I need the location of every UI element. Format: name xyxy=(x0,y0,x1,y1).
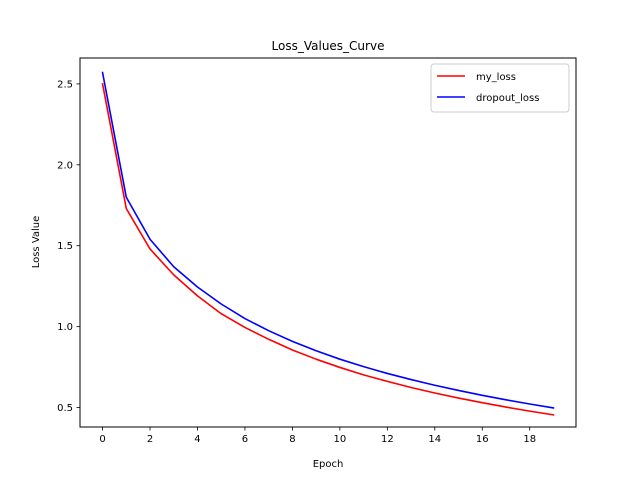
legend-label-my-loss: my_loss xyxy=(476,72,516,83)
x-tick-label: 10 xyxy=(333,434,346,445)
plot-area xyxy=(80,58,576,427)
legend-label-dropout-loss: dropout_loss xyxy=(476,93,539,104)
legend-box xyxy=(430,63,570,113)
series-line-my-loss xyxy=(101,82,555,416)
x-tick-label: 0 xyxy=(99,434,105,445)
y-tick-label: 2.5 xyxy=(57,79,73,90)
x-tick-label: 16 xyxy=(476,434,489,445)
x-tick-label: 14 xyxy=(428,434,441,445)
y-axis-label: Loss Value xyxy=(31,216,42,269)
legend: my_loss dropout_loss xyxy=(430,63,570,113)
x-tick-label: 8 xyxy=(289,434,295,445)
y-tick-label: 2.0 xyxy=(57,160,73,171)
y-tick-label: 1.5 xyxy=(57,241,73,252)
x-tick-label: 12 xyxy=(381,434,394,445)
x-axis: 0 2 4 6 8 10 12 14 16 18 xyxy=(99,427,536,445)
y-tick-label: 0.5 xyxy=(57,403,73,414)
plot-frame xyxy=(79,57,577,428)
x-axis-label: Epoch xyxy=(313,459,344,470)
x-tick-label: 18 xyxy=(523,434,536,445)
x-tick-label: 2 xyxy=(147,434,153,445)
series-layer xyxy=(101,71,555,416)
x-tick-label: 4 xyxy=(194,434,200,445)
x-tick-label: 6 xyxy=(242,434,248,445)
y-tick-label: 1.0 xyxy=(57,322,73,333)
series-line-dropout-loss xyxy=(101,71,555,409)
chart-title: Loss_Values_Curve xyxy=(272,39,385,53)
y-axis: 0.5 1.0 1.5 2.0 2.5 xyxy=(57,79,80,414)
